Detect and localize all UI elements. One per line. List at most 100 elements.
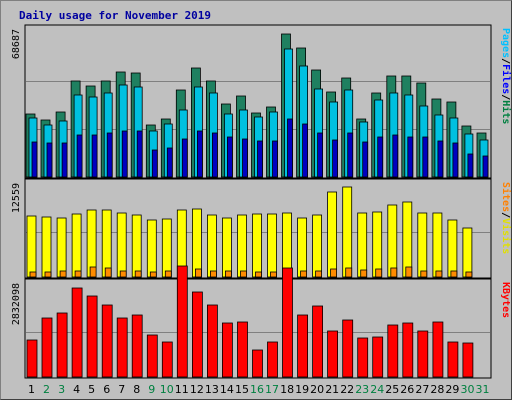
panel-hits: 68687 Pages/Files/Hits <box>11 24 512 179</box>
bar-pages-29 <box>452 142 459 178</box>
bar-visits-3 <box>56 217 67 278</box>
bar-sites-2 <box>44 271 52 278</box>
bar-visits-6 <box>101 209 112 278</box>
bar-sites-15 <box>240 270 247 278</box>
panel-kbytes: 2832098 KBytes <box>11 265 511 379</box>
x-tick-label: 2 <box>43 383 50 396</box>
bar-kbytes-9 <box>146 334 158 378</box>
bar-kbytes-21 <box>327 330 339 378</box>
bar-pages-17 <box>272 140 278 178</box>
bar-visits-26 <box>402 201 413 278</box>
bar-sites-7 <box>119 270 127 278</box>
x-tick-label: 31 <box>476 383 490 396</box>
legend-item: Sites <box>500 182 512 212</box>
bar-visits-29 <box>447 219 458 278</box>
x-tick-label: 21 <box>325 383 339 396</box>
bar-pages-18 <box>287 118 293 178</box>
bar-pages-5 <box>91 134 98 178</box>
bar-pages-19 <box>302 123 309 178</box>
legend-item: / <box>500 58 511 64</box>
bar-sites-22 <box>345 267 353 278</box>
legend-item: Visits <box>500 218 512 254</box>
bar-sites-17 <box>270 271 277 278</box>
bar-pages-25 <box>392 134 399 178</box>
bar-kbytes-17 <box>267 341 278 378</box>
bar-kbytes-1 <box>26 339 38 378</box>
bar-visits-17 <box>267 213 277 278</box>
panel-visits: 12559 Sites/Visits <box>11 178 512 279</box>
y-max-label: 2832098 <box>11 283 22 325</box>
bar-kbytes-6 <box>101 304 113 378</box>
legend-item: Pages <box>500 28 511 58</box>
y-max-label: 12559 <box>11 183 22 213</box>
bar-pages-28 <box>437 140 444 178</box>
x-tick-label: 26 <box>400 383 414 396</box>
bar-kbytes-29 <box>447 341 459 378</box>
bar-visits-15 <box>237 214 247 278</box>
x-tick-label: 8 <box>133 383 140 396</box>
bar-kbytes-27 <box>417 330 429 378</box>
x-tick-label: 1 <box>28 383 35 396</box>
bar-kbytes-23 <box>357 337 369 378</box>
bar-kbytes-14 <box>221 322 233 378</box>
legend-item: / <box>500 212 511 218</box>
legend-hits: Pages/Files/Hits <box>500 28 512 124</box>
x-tick-label: 24 <box>370 383 384 396</box>
bar-visits-24 <box>372 211 383 278</box>
bar-pages-27 <box>422 136 429 178</box>
bar-pages-23 <box>362 141 369 178</box>
bar-pages-12 <box>196 130 203 178</box>
bar-visits-18 <box>282 212 292 278</box>
bar-kbytes-13 <box>206 304 218 378</box>
bar-kbytes-10 <box>161 341 173 378</box>
x-tick-label: 12 <box>190 383 204 396</box>
x-tick-label: 9 <box>148 383 155 396</box>
x-tick-label: 17 <box>265 383 279 396</box>
bar-kbytes-12 <box>191 291 203 378</box>
x-tick-label: 27 <box>415 383 429 396</box>
bar-kbytes-19 <box>297 314 309 378</box>
bar-visits-2 <box>41 216 52 278</box>
bar-visits-16 <box>252 213 262 278</box>
bar-pages-9 <box>151 149 158 178</box>
bar-sites-4 <box>74 270 82 278</box>
x-tick-label: 14 <box>220 383 234 396</box>
bar-visits-30 <box>462 227 473 278</box>
bar-visits-9 <box>146 219 157 278</box>
bar-sites-6 <box>104 267 112 278</box>
chart-title: Daily usage for November 2019 <box>19 9 211 22</box>
bar-sites-27 <box>420 270 428 278</box>
x-tick-label: 18 <box>280 383 294 396</box>
bar-sites-14 <box>224 270 232 278</box>
bar-sites-19 <box>300 270 308 278</box>
bar-kbytes-4 <box>71 287 83 378</box>
bar-kbytes-7 <box>116 317 128 378</box>
bar-sites-9 <box>149 271 157 278</box>
legend-visits: Sites/Visits <box>500 182 512 254</box>
bar-kbytes-15 <box>237 321 248 378</box>
bar-pages-8 <box>136 130 143 178</box>
x-tick-label: 30 <box>461 383 475 396</box>
bar-sites-8 <box>134 270 142 278</box>
bar-sites-24 <box>375 268 383 278</box>
bar-pages-7 <box>121 130 128 178</box>
bar-sites-29 <box>450 270 458 278</box>
x-tick-label: 7 <box>118 383 125 396</box>
bar-visits-14 <box>221 217 232 278</box>
bar-pages-16 <box>257 140 263 178</box>
bar-pages-31 <box>482 155 489 178</box>
bar-sites-3 <box>59 270 67 278</box>
bar-visits-27 <box>417 212 428 278</box>
bar-kbytes-26 <box>402 322 414 378</box>
bar-sites-30 <box>465 271 473 278</box>
bar-sites-5 <box>89 266 97 278</box>
legend-item: KBytes <box>500 282 511 318</box>
bar-kbytes-24 <box>372 336 384 378</box>
bar-kbytes-22 <box>342 319 354 378</box>
bar-pages-22 <box>347 132 354 178</box>
bar-kbytes-16 <box>252 349 263 378</box>
bar-sites-12 <box>194 268 202 278</box>
x-tick-label: 16 <box>250 383 264 396</box>
x-tick-label: 3 <box>58 383 65 396</box>
x-axis-labels: 1 2 3 4 5 6 7 8 9 10 11 12 13 14 15 16 17 18 19 20 21 22 23 24 2… <box>28 383 490 396</box>
